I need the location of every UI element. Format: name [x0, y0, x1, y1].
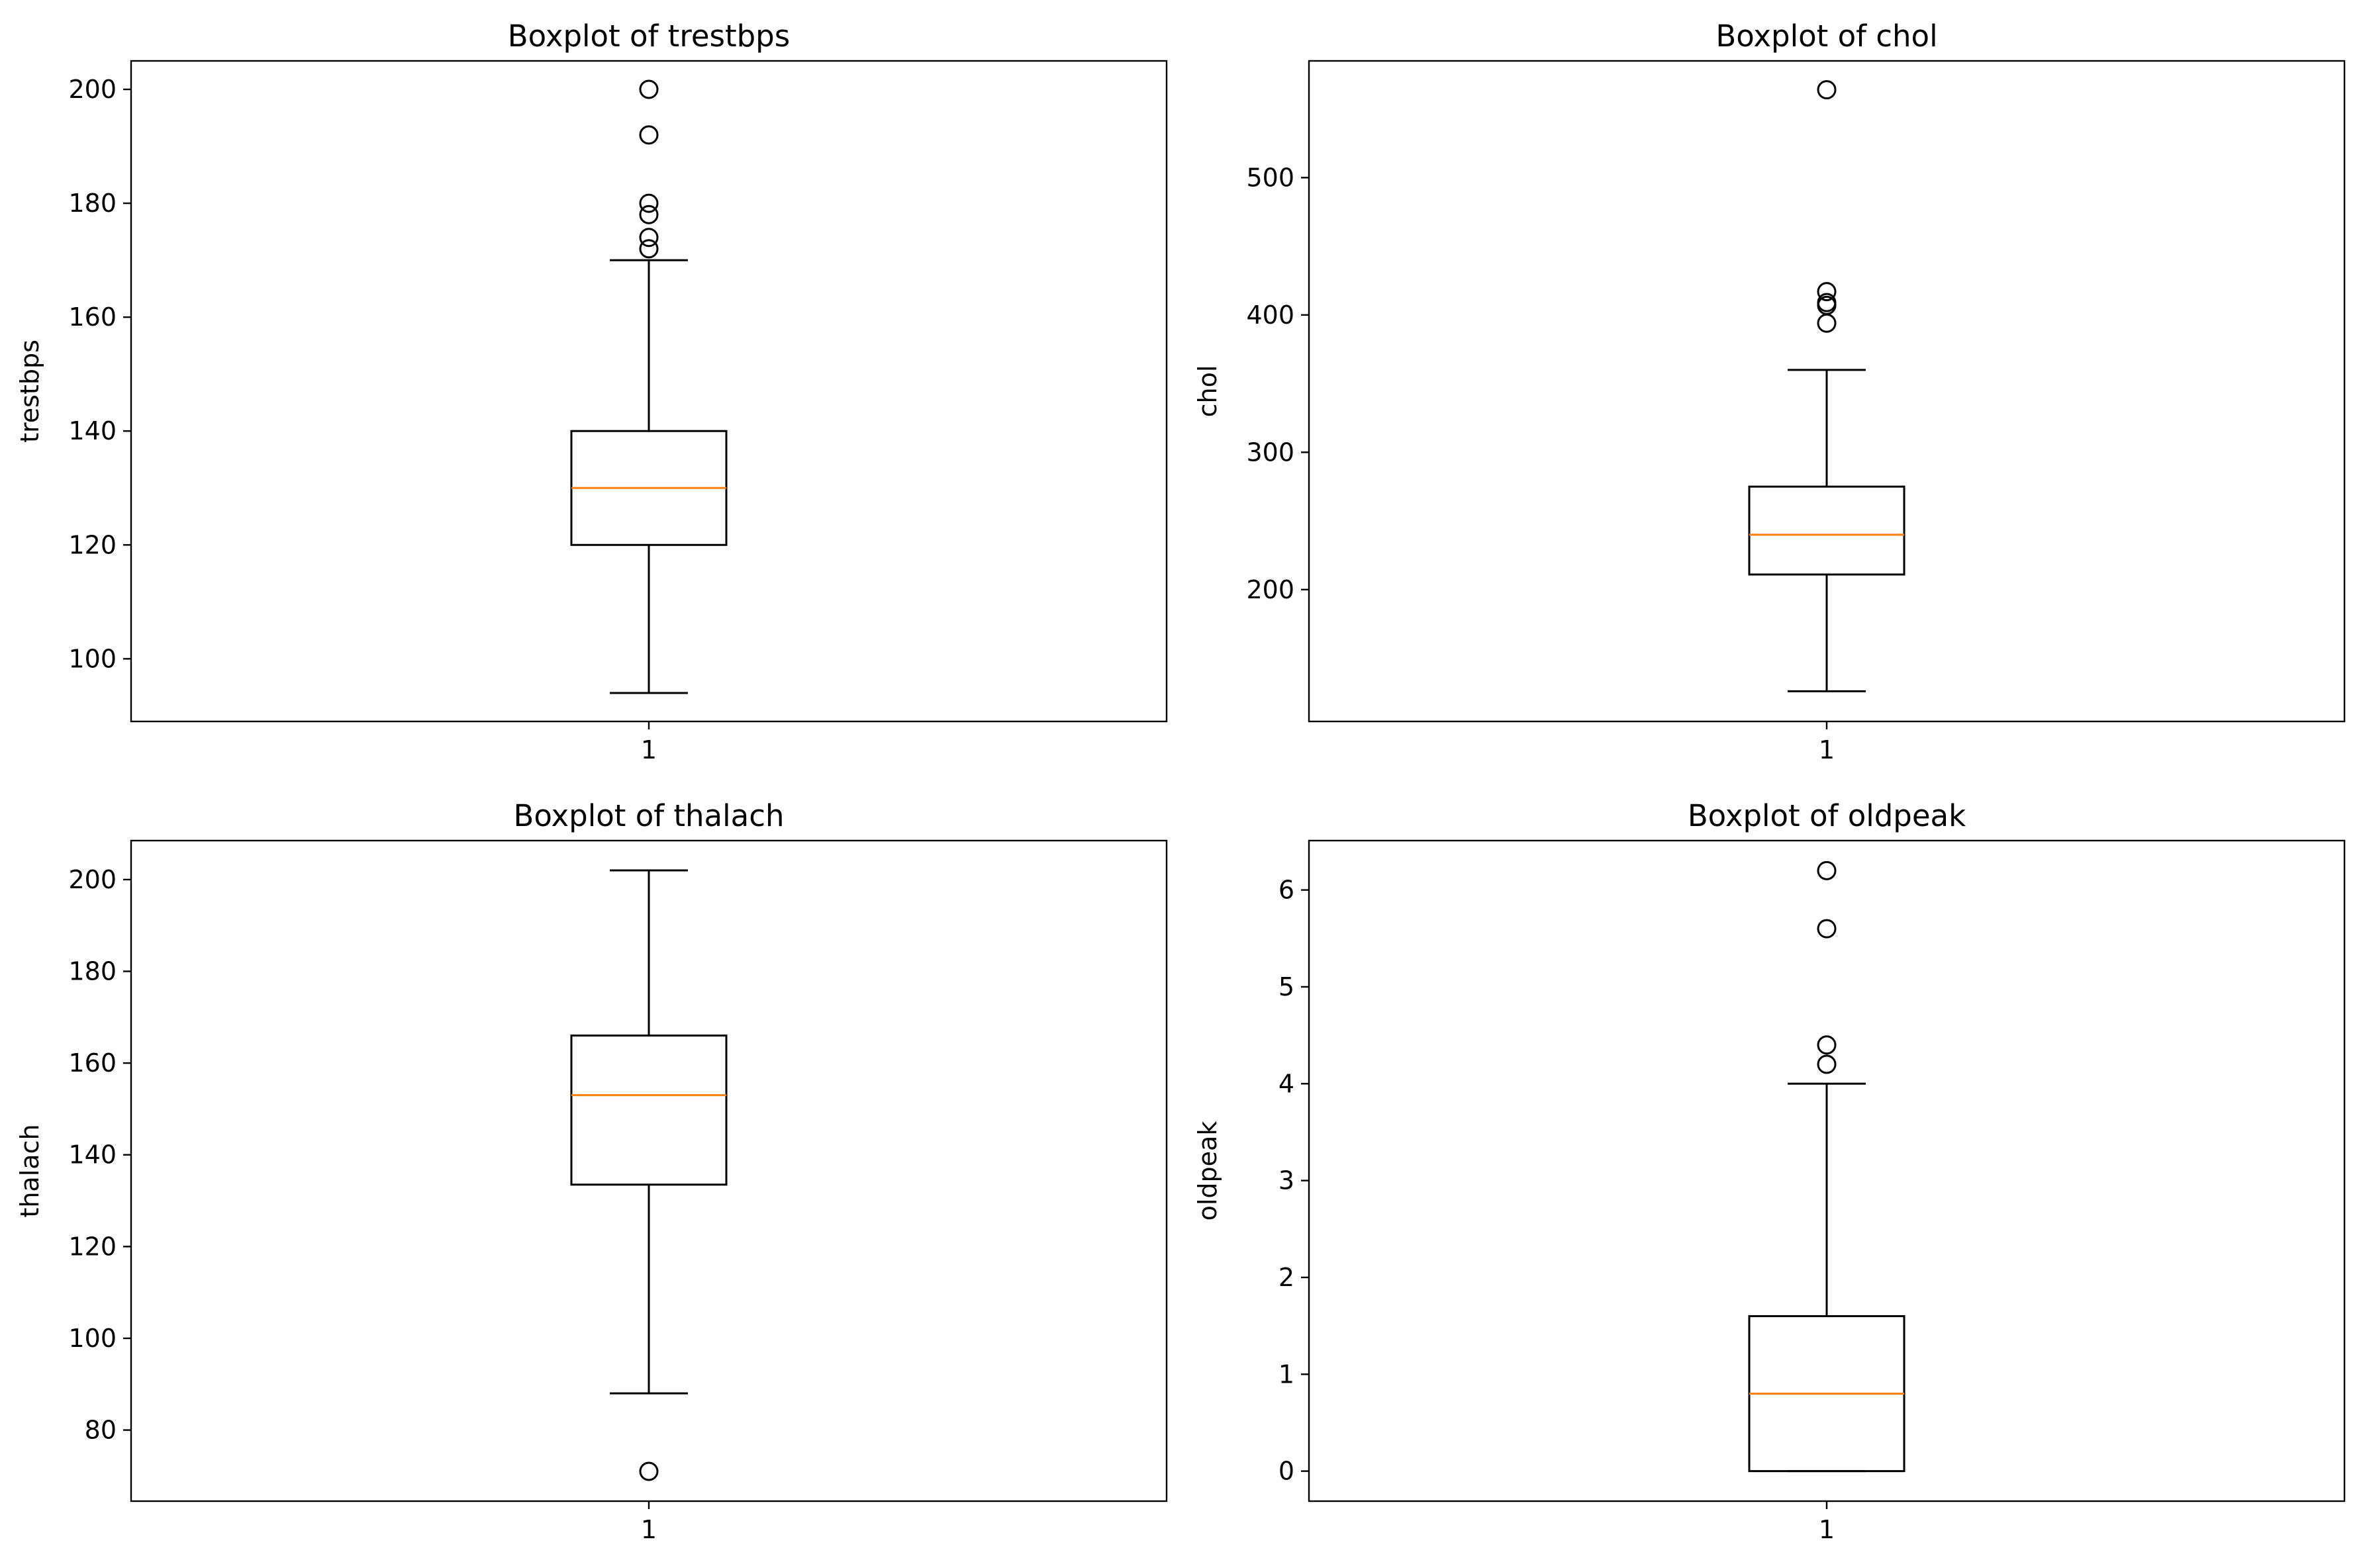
axes-frame	[1308, 839, 2346, 1502]
outlier-point	[639, 228, 659, 248]
y-axis-label: thalach	[15, 1124, 44, 1217]
y-tick-label: 1	[1278, 1360, 1294, 1389]
outlier-point	[1817, 282, 1837, 302]
y-tick-label: 180	[68, 189, 117, 218]
y-axis-label: chol	[1193, 365, 1222, 418]
y-tick-label: 80	[85, 1416, 117, 1445]
subplot-1: Boxplot of trestbps 100 120 140 160 180 200 1 tr…	[15, 19, 1168, 764]
y-tick-label: 3	[1278, 1166, 1294, 1195]
subplot-4: Boxplot of oldpeak 0 1 2 3 4 5 6 1 oldpeak	[1193, 798, 2346, 1544]
iqr-box	[1748, 485, 1905, 576]
y-tick-label: 160	[68, 1048, 117, 1078]
y-tick-label: 200	[68, 75, 117, 104]
subplot-title: Boxplot of oldpeak	[1688, 798, 1966, 833]
x-tick-label: 1	[1819, 735, 1835, 764]
y-tick-label: 120	[68, 1232, 117, 1261]
outlier-point	[1817, 919, 1837, 939]
outlier-point	[1817, 293, 1837, 312]
axes-frame	[130, 60, 1168, 723]
y-tick-label: 0	[1278, 1457, 1294, 1486]
outlier-point	[639, 239, 659, 259]
outlier-point	[1817, 1054, 1837, 1074]
subplot-title: Boxplot of thalach	[514, 798, 785, 833]
iqr-box	[570, 1035, 728, 1186]
subplot-2: Boxplot of chol 200 300 400 500 1 chol	[1193, 19, 2346, 764]
x-tick-label: 1	[641, 1515, 657, 1544]
subplot-title: Boxplot of trestbps	[508, 19, 790, 54]
y-tick-label: 500	[1246, 163, 1294, 192]
y-tick-label: 200	[68, 865, 117, 894]
y-tick-label: 4	[1278, 1069, 1294, 1098]
x-tick-label: 1	[641, 735, 657, 764]
y-tick-label: 180	[68, 957, 117, 986]
y-tick-label: 120	[68, 530, 117, 559]
outlier-point	[639, 125, 659, 145]
y-tick-label: 160	[68, 302, 117, 332]
outlier-point	[1817, 1035, 1837, 1055]
y-tick-label: 400	[1246, 300, 1294, 330]
outlier-point	[1817, 80, 1837, 100]
outlier-point	[639, 1461, 659, 1481]
y-tick-label: 140	[68, 1140, 117, 1170]
y-tick-label: 5	[1278, 972, 1294, 1001]
y-tick-label: 140	[68, 416, 117, 445]
y-tick-label: 200	[1246, 575, 1294, 604]
x-tick-label: 1	[1819, 1515, 1835, 1544]
outlier-point	[639, 193, 659, 213]
outlier-point	[639, 205, 659, 224]
y-axis-label: oldpeak	[1193, 1121, 1222, 1221]
axes-frame	[130, 839, 1168, 1502]
y-axis-label: trestbps	[15, 340, 44, 443]
subplot-3: Boxplot of thalach 80 100 120 140 160 180 200 1 t…	[15, 798, 1168, 1544]
outlier-point	[639, 79, 659, 99]
y-tick-label: 300	[1246, 438, 1294, 467]
outlier-point	[1817, 860, 1837, 880]
subplot-title: Boxplot of chol	[1715, 19, 1937, 54]
axes-frame	[1308, 60, 2346, 723]
y-tick-label: 100	[68, 1324, 117, 1353]
y-tick-label: 100	[68, 644, 117, 673]
y-tick-label: 6	[1278, 876, 1294, 905]
y-tick-label: 2	[1278, 1263, 1294, 1292]
